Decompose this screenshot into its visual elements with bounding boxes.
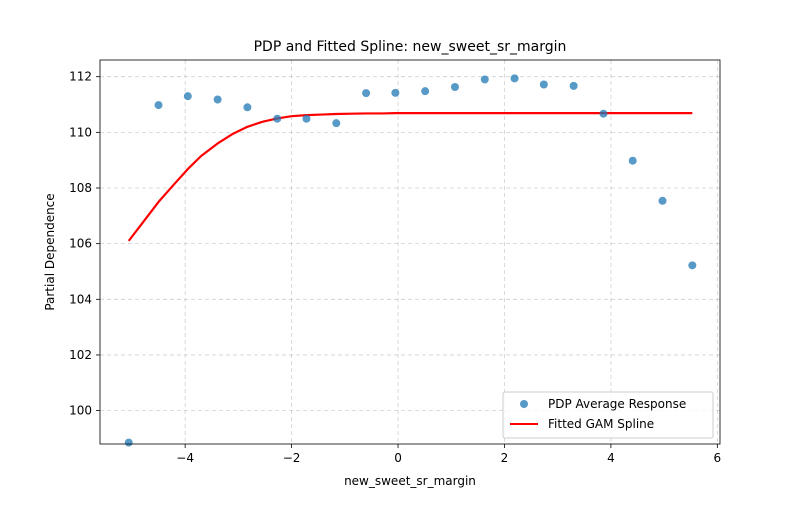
legend-box — [502, 391, 714, 439]
legend-label-spline: Fitted GAM Spline — [548, 417, 654, 431]
y-tick-label: 106 — [69, 237, 92, 251]
y-tick-label: 110 — [69, 125, 92, 139]
legend-label-scatter: PDP Average Response — [548, 397, 686, 411]
scatter-point — [362, 89, 371, 98]
x-tick-label: 6 — [714, 451, 722, 465]
y-tick-label: 112 — [69, 70, 92, 84]
x-tick-label: 2 — [501, 451, 509, 465]
scatter-point — [243, 103, 252, 112]
scatter-point — [658, 196, 667, 205]
scatter-point — [302, 114, 311, 123]
x-axis-label: new_sweet_sr_margin — [344, 474, 476, 488]
scatter-point — [213, 95, 222, 104]
scatter-point — [480, 75, 489, 84]
y-tick-label: 108 — [69, 181, 92, 195]
scatter-point — [688, 261, 697, 270]
x-tick-label: −4 — [176, 451, 194, 465]
chart-title: PDP and Fitted Spline: new_sweet_sr_marg… — [254, 39, 567, 55]
scatter-point — [628, 156, 637, 165]
y-tick-label: 100 — [69, 404, 92, 418]
scatter-point — [450, 82, 459, 91]
grid-lines — [100, 60, 720, 444]
scatter-point — [273, 114, 282, 123]
scatter-point — [569, 81, 578, 90]
scatter-layer — [124, 74, 697, 447]
spline-line — [127, 112, 693, 242]
x-tick-label: −2 — [283, 451, 301, 465]
scatter-point — [421, 87, 430, 96]
scatter-point — [124, 438, 133, 447]
scatter-point — [510, 74, 519, 83]
scatter-point — [332, 119, 341, 128]
legend: PDP Average Response Fitted GAM Spline — [502, 391, 714, 439]
spline-layer — [127, 112, 693, 242]
scatter-point — [391, 88, 400, 97]
y-tick-label: 102 — [69, 348, 92, 362]
scatter-point — [154, 101, 163, 110]
scatter-point — [183, 92, 192, 101]
legend-marker-scatter — [520, 400, 528, 408]
scatter-point — [539, 80, 548, 89]
x-tick-label: 0 — [394, 451, 402, 465]
axis-ticks: −4 −2 0 2 4 6 100 102 104 106 108 110 112 — [69, 70, 721, 465]
plot-frame — [99, 59, 721, 445]
scatter-point — [599, 109, 608, 118]
x-tick-label: 4 — [607, 451, 615, 465]
y-tick-label: 104 — [69, 292, 92, 306]
y-axis-label: Partial Dependence — [43, 193, 57, 310]
